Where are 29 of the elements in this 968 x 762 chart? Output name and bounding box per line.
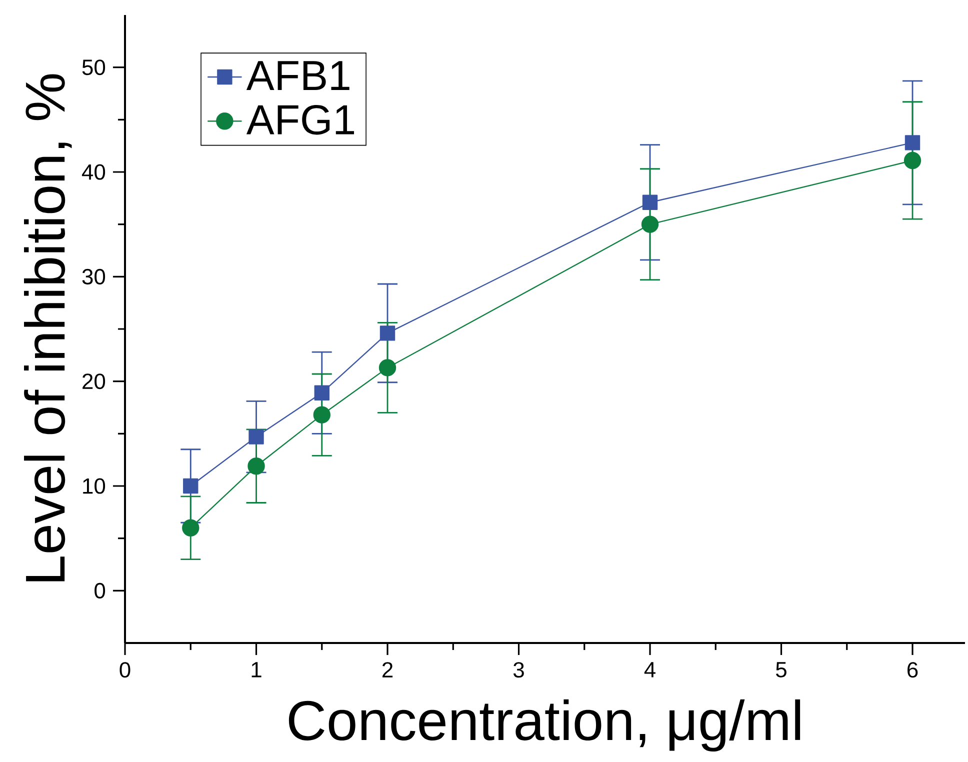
- point: [313, 406, 330, 424]
- point: [248, 429, 264, 444]
- point: [642, 194, 658, 210]
- point: [182, 519, 200, 536]
- x-tick-label: 3: [513, 662, 524, 678]
- point: [183, 478, 198, 494]
- x-tick-label: 5: [776, 662, 786, 678]
- y-tick-label: 30: [82, 268, 106, 284]
- x-tick-label: 2: [382, 662, 393, 678]
- y-tick-label: 20: [82, 374, 106, 390]
- y-tick-label: 50: [82, 60, 106, 76]
- point: [904, 152, 922, 170]
- point: [904, 135, 920, 150]
- y-axis-title: Level of inhibition, %: [24, 74, 72, 582]
- y-tick-label: 0: [94, 582, 106, 598]
- point: [378, 359, 396, 376]
- y-tick-label: 40: [82, 164, 106, 180]
- x-axis-title: Concentration, μg/ml: [288, 699, 800, 752]
- x-tick-label: 0: [120, 662, 130, 678]
- x-tick-label: 4: [644, 662, 656, 678]
- point: [641, 216, 659, 233]
- point: [248, 458, 265, 475]
- y-tick-label: 10: [83, 478, 106, 494]
- point: [314, 385, 330, 400]
- x-tick-label: 6: [908, 662, 918, 678]
- legend-label: AFG1: [246, 104, 354, 135]
- x-tick-label: 1: [252, 662, 262, 678]
- point: [380, 326, 396, 341]
- legend-label: AFB1: [246, 61, 350, 90]
